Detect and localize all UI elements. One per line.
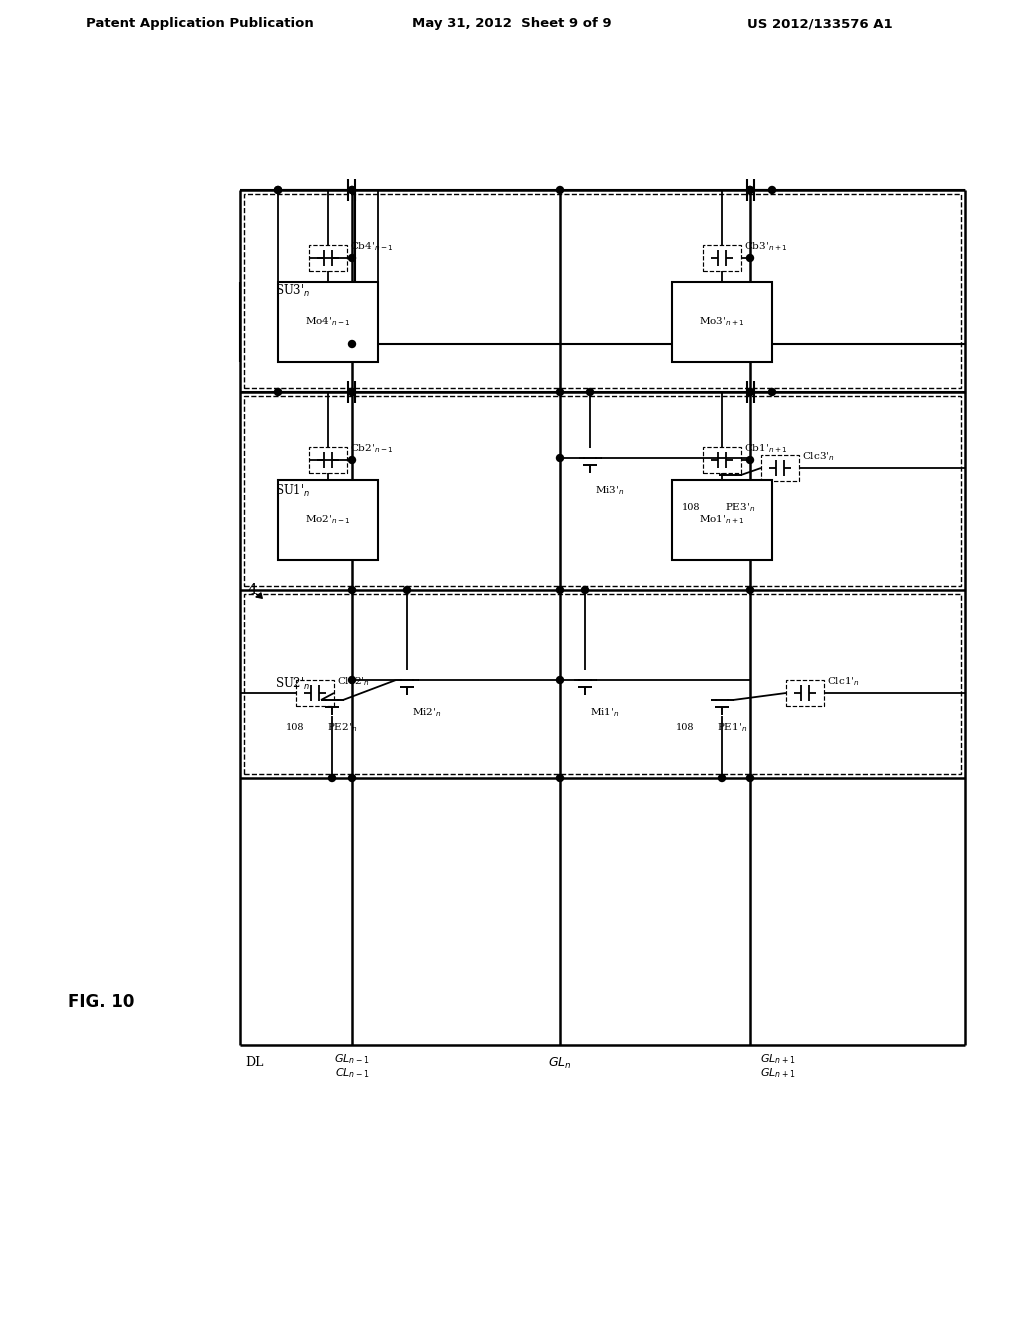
Bar <box>761 455 799 480</box>
Text: PE2'$_n$: PE2'$_n$ <box>327 722 357 734</box>
Circle shape <box>348 186 355 194</box>
Text: Clc2'$_n$: Clc2'$_n$ <box>337 676 370 689</box>
Circle shape <box>348 676 355 684</box>
Text: PE1'$_n$: PE1'$_n$ <box>717 722 748 734</box>
Bar <box>703 246 741 271</box>
Bar <box>703 447 741 473</box>
Circle shape <box>746 457 754 463</box>
Bar <box>278 480 378 560</box>
Circle shape <box>348 341 355 347</box>
Bar <box>296 680 334 706</box>
Text: Mi3'$_n$: Mi3'$_n$ <box>595 484 625 498</box>
Bar <box>672 480 772 560</box>
Text: Mi1'$_n$: Mi1'$_n$ <box>590 706 620 719</box>
Circle shape <box>556 676 563 684</box>
Bar <box>786 680 824 706</box>
Bar <box>309 447 347 473</box>
Bar <box>244 396 961 586</box>
Text: Cb4'$_{n-1}$: Cb4'$_{n-1}$ <box>350 240 393 253</box>
Text: 108: 108 <box>682 503 700 512</box>
Text: May 31, 2012  Sheet 9 of 9: May 31, 2012 Sheet 9 of 9 <box>413 17 611 30</box>
Circle shape <box>582 586 589 594</box>
Circle shape <box>348 388 355 396</box>
Text: $CL_{n-1}$: $CL_{n-1}$ <box>335 1067 370 1080</box>
Text: PE3'$_n$: PE3'$_n$ <box>725 502 756 515</box>
Text: Clc1'$_n$: Clc1'$_n$ <box>827 676 860 689</box>
Circle shape <box>746 775 754 781</box>
Text: SU1'$_n$: SU1'$_n$ <box>275 483 310 499</box>
Text: Mo1'$_{n+1}$: Mo1'$_{n+1}$ <box>699 513 745 527</box>
Circle shape <box>403 586 411 594</box>
Text: $GL_{n+1}$: $GL_{n+1}$ <box>760 1067 796 1080</box>
Circle shape <box>274 186 282 194</box>
Circle shape <box>746 255 754 261</box>
Circle shape <box>768 388 775 396</box>
Circle shape <box>348 457 355 463</box>
Text: Mo2'$_{n-1}$: Mo2'$_{n-1}$ <box>305 513 351 527</box>
Circle shape <box>556 775 563 781</box>
Circle shape <box>329 775 336 781</box>
Bar <box>309 246 347 271</box>
Text: Patent Application Publication: Patent Application Publication <box>86 17 314 30</box>
Text: $GL_{n-1}$: $GL_{n-1}$ <box>334 1052 370 1067</box>
Bar <box>244 194 961 388</box>
Text: DL: DL <box>245 1056 263 1068</box>
Circle shape <box>746 586 754 594</box>
Circle shape <box>768 186 775 194</box>
Text: SU3'$_n$: SU3'$_n$ <box>275 282 310 300</box>
Circle shape <box>746 388 754 396</box>
Text: 4: 4 <box>247 583 257 597</box>
Circle shape <box>274 388 282 396</box>
Circle shape <box>746 186 754 194</box>
Circle shape <box>348 388 355 396</box>
Text: Cb1'$_{n+1}$: Cb1'$_{n+1}$ <box>744 442 787 455</box>
Text: $GL_{n+1}$: $GL_{n+1}$ <box>760 1052 796 1067</box>
Text: 108: 108 <box>286 723 304 733</box>
Circle shape <box>719 775 725 781</box>
Text: Mo4'$_{n-1}$: Mo4'$_{n-1}$ <box>305 315 351 329</box>
Text: FIG. 10: FIG. 10 <box>68 993 134 1011</box>
Circle shape <box>348 255 355 261</box>
Circle shape <box>556 388 563 396</box>
Text: Mo3'$_{n+1}$: Mo3'$_{n+1}$ <box>699 315 745 329</box>
Circle shape <box>556 186 563 194</box>
Text: Cb3'$_{n+1}$: Cb3'$_{n+1}$ <box>744 240 787 253</box>
Text: SU2'$_n$: SU2'$_n$ <box>275 676 310 692</box>
Circle shape <box>746 186 754 194</box>
Circle shape <box>556 586 563 594</box>
Text: Clc3'$_n$: Clc3'$_n$ <box>802 450 835 463</box>
Circle shape <box>348 586 355 594</box>
Text: Cb2'$_{n-1}$: Cb2'$_{n-1}$ <box>350 442 393 455</box>
Text: Mi2'$_n$: Mi2'$_n$ <box>412 706 441 719</box>
Circle shape <box>274 186 282 194</box>
Circle shape <box>587 388 594 396</box>
Bar <box>244 594 961 774</box>
Circle shape <box>556 454 563 462</box>
Bar <box>672 282 772 362</box>
Text: US 2012/133576 A1: US 2012/133576 A1 <box>748 17 893 30</box>
Bar <box>278 282 378 362</box>
Circle shape <box>348 186 355 194</box>
Text: $GL_n$: $GL_n$ <box>548 1056 571 1071</box>
Text: 108: 108 <box>676 723 694 733</box>
Circle shape <box>348 775 355 781</box>
Circle shape <box>746 388 754 396</box>
